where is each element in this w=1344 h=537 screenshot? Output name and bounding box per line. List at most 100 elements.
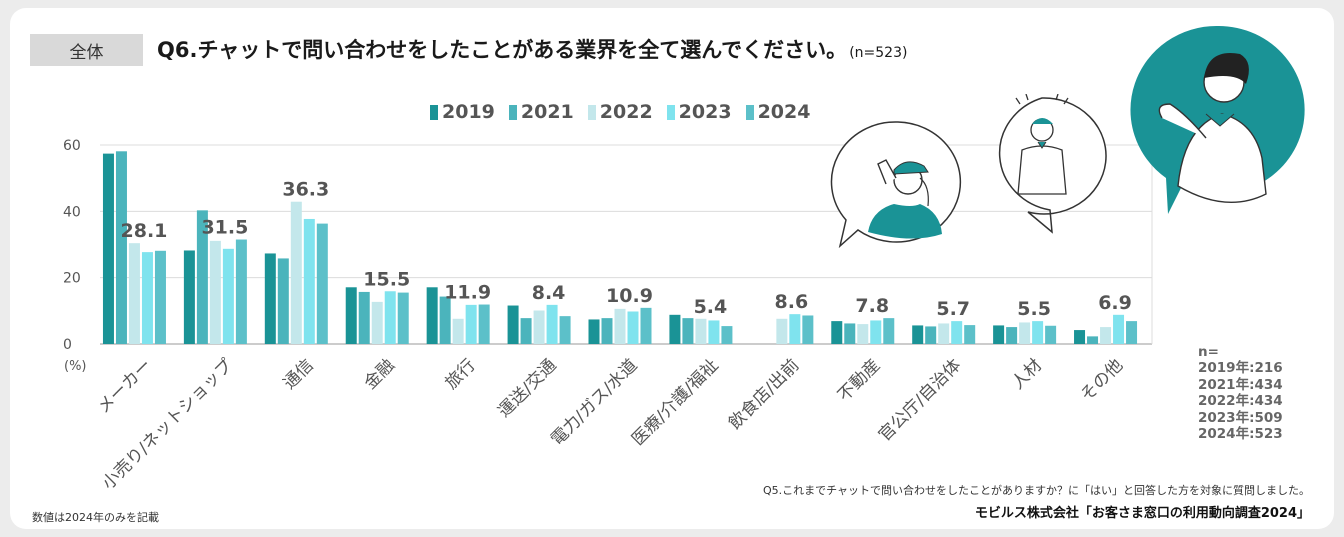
data-label-2024: 31.5 — [201, 217, 248, 239]
sample-size-legend: n= 2019年:216 2021年:434 2022年:434 2023年:5… — [1198, 344, 1283, 442]
category-label: 官公庁/自治体 — [875, 355, 965, 445]
bar-2021 — [196, 210, 208, 344]
bar-2021 — [682, 318, 694, 344]
bar-2021 — [358, 291, 370, 344]
bar-2024 — [154, 250, 166, 344]
legend-swatch-2019 — [430, 104, 438, 120]
data-label-2024: 15.5 — [363, 268, 410, 290]
bar-2023 — [627, 311, 639, 344]
sample-size-2019: 2019年:216 — [1198, 360, 1283, 377]
bar-2021 — [601, 318, 613, 344]
bar-2023 — [546, 304, 558, 344]
bar-2023 — [1032, 321, 1044, 344]
y-tick-label: 60 — [63, 138, 81, 154]
bar-2024 — [316, 223, 328, 344]
category-label: 旅行 — [442, 355, 480, 393]
legend-swatch-2021 — [508, 104, 517, 120]
bar-2023 — [1113, 314, 1125, 344]
legend-swatch-2024 — [745, 104, 754, 120]
y-axis-label: (%) — [64, 359, 87, 374]
category-label: 金融 — [361, 355, 399, 393]
bar-2022 — [533, 310, 545, 344]
bar-2024 — [721, 326, 733, 344]
category-label: 不動産 — [834, 355, 884, 405]
category-label: メーカー — [94, 355, 156, 417]
bar-2022 — [695, 318, 707, 344]
bar-2021 — [925, 326, 937, 344]
bar-2022 — [776, 318, 788, 344]
legend-label-2019: 2019 — [442, 101, 495, 123]
category-label: 小売り/ネットショップ — [99, 355, 237, 493]
footnote: Q5.これまでチャットで問い合わせをしたことがありますか？に「はい」と回答した方… — [762, 484, 1310, 497]
bar-2019 — [426, 287, 438, 344]
data-label-2024: 36.3 — [282, 179, 329, 201]
bar-2023 — [708, 320, 720, 344]
bar-2022 — [614, 308, 626, 344]
page-title: Q6.チャットで問い合わせをしたことがある業界を全て選んでください。 (n=52… — [157, 34, 907, 66]
bar-2023 — [870, 320, 882, 344]
bar-2019 — [912, 325, 924, 344]
segment-badge: 全体 — [30, 34, 143, 66]
operator-avatar-icon — [1130, 25, 1305, 214]
bar-2019 — [264, 253, 276, 344]
source-credit: モビルス株式会社「お客さま窓口の利用動向調査2024」 — [974, 506, 1310, 521]
question-text: Q6.チャットで問い合わせをしたことがある業界を全て選んでください。 — [157, 38, 848, 62]
bar-2019 — [588, 319, 600, 344]
bar-2021 — [1006, 327, 1018, 344]
bar-2019 — [669, 314, 681, 344]
bar-2024 — [397, 292, 409, 344]
legend-label-2024: 2024 — [757, 101, 811, 123]
category-label: その他 — [1077, 355, 1127, 405]
bar-2021 — [1087, 336, 1099, 344]
bar-2019 — [345, 287, 357, 344]
data-label-2024: 11.9 — [444, 282, 491, 304]
bar-2023 — [789, 314, 801, 344]
bar-2021 — [277, 258, 289, 344]
bar-2022 — [938, 323, 950, 344]
data-label-2024: 8.6 — [775, 291, 809, 313]
y-tick-label: 40 — [63, 204, 81, 220]
worker-avatar-icon — [830, 121, 962, 249]
data-label-2024: 5.5 — [1017, 298, 1051, 320]
bar-2021 — [844, 323, 856, 344]
legend-item-2023: 2023 — [666, 101, 732, 123]
chart-legend: 2019 2021 2022 2023 2024 — [430, 101, 810, 123]
legend-item-2021: 2021 — [508, 101, 574, 123]
bar-2024 — [1045, 325, 1057, 344]
legend-label-2021: 2021 — [520, 101, 574, 123]
bar-2023 — [384, 291, 396, 344]
sample-size-2022: 2022年:434 — [1198, 393, 1283, 410]
bar-2022 — [1100, 327, 1112, 344]
bar-2022 — [371, 301, 383, 344]
category-label: 飲食店/出前 — [725, 355, 803, 433]
legend-label-2022: 2022 — [599, 101, 653, 123]
sample-size: (n=523) — [849, 45, 908, 61]
staff-avatar-icon — [998, 94, 1107, 234]
data-label-2024: 5.4 — [694, 296, 728, 318]
bar-2022 — [128, 243, 140, 344]
bar-2024 — [559, 316, 571, 344]
data-label-2024: 28.1 — [121, 220, 168, 242]
bar-2019 — [993, 325, 1005, 344]
bar-2019 — [102, 153, 114, 344]
bar-2022 — [857, 324, 869, 344]
category-label: 通信 — [280, 355, 318, 393]
bar-2022 — [290, 201, 302, 344]
sample-size-2023: 2023年:509 — [1198, 409, 1283, 426]
legend-swatch-2022 — [587, 104, 596, 120]
bar-2019 — [831, 321, 843, 344]
values-note: 数値は2024年のみを記載 — [32, 511, 159, 524]
bar-2024 — [640, 307, 652, 344]
legend-label-2023: 2023 — [678, 101, 732, 123]
bar-2019 — [183, 250, 195, 344]
bar-2019 — [1074, 330, 1086, 344]
category-label: 運送/交通 — [494, 355, 560, 421]
bar-2021 — [520, 318, 532, 344]
bar-2022 — [452, 318, 464, 344]
data-label-2024: 6.9 — [1098, 292, 1132, 314]
data-label-2024: 10.9 — [606, 285, 653, 307]
bar-2023 — [141, 252, 153, 344]
legend-swatch-2023 — [666, 104, 675, 120]
bar-2023 — [951, 321, 963, 344]
y-tick-label: 20 — [63, 271, 81, 287]
